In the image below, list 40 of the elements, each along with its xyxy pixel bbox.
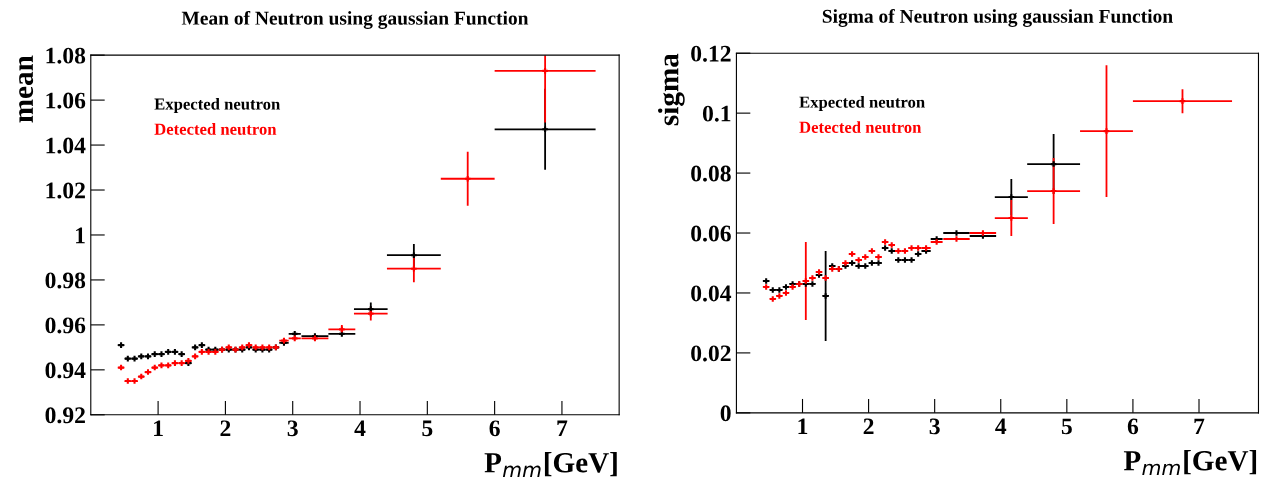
y-tick-label: 0 [720, 405, 731, 422]
y-tick-label: 1.04 [46, 137, 86, 154]
y-tick-label: 0.04 [691, 285, 732, 302]
x-tick-label: 2 [220, 420, 231, 437]
x-axis-title: P$_{mm}$[GeV] [1123, 450, 1257, 476]
y-tick-label: 0.96 [45, 317, 86, 334]
x-axis-title: P$_{mm}$[GeV] [484, 452, 617, 478]
y-tick-label: 0.1 [702, 105, 731, 122]
chart-title: Mean of Neutron using gaussian Function [181, 10, 529, 29]
text: Expected neutron [799, 95, 925, 112]
x-tick-label: 4 [995, 418, 1007, 435]
x-tick-label: 5 [422, 420, 433, 437]
text: Expected neutron [154, 97, 281, 114]
x-tick-label: 3 [929, 418, 940, 435]
y-tick-label: 1 [76, 227, 85, 244]
x-tick-label: 6 [489, 420, 500, 437]
y-axis-title: mean [19, 55, 34, 123]
x-tick-label: 6 [1127, 418, 1139, 435]
y-tick-label: 1.02 [46, 182, 85, 199]
y-tick-label: 1.08 [46, 47, 86, 64]
x-tick-label: 7 [1194, 418, 1205, 435]
y-tick-label: 0.08 [691, 165, 731, 182]
chart-title: Sigma of Neutron using gaussian Function [822, 8, 1173, 27]
x-tick-label: 2 [863, 418, 874, 435]
y-tick-label: 0.92 [45, 407, 85, 424]
text: Detected neutron [154, 123, 277, 135]
y-tick-label: 0.94 [45, 362, 86, 379]
x-tick-label: 1 [798, 418, 808, 435]
y-tick-label: 0.06 [691, 225, 731, 242]
x-tick-label: 1 [154, 420, 163, 437]
x-tick-label: 7 [557, 420, 568, 437]
x-tick-label: 3 [287, 420, 298, 437]
x-tick-label: 4 [354, 420, 366, 437]
y-axis-title: sigma [658, 53, 685, 126]
y-tick-label: 0.12 [691, 45, 731, 62]
y-tick-label: 0.02 [691, 345, 731, 362]
x-tick-label: 5 [1061, 418, 1072, 435]
text: Detected neutron [799, 121, 922, 133]
y-tick-label: 0.98 [45, 272, 86, 289]
y-tick-label: 1.06 [46, 92, 86, 109]
